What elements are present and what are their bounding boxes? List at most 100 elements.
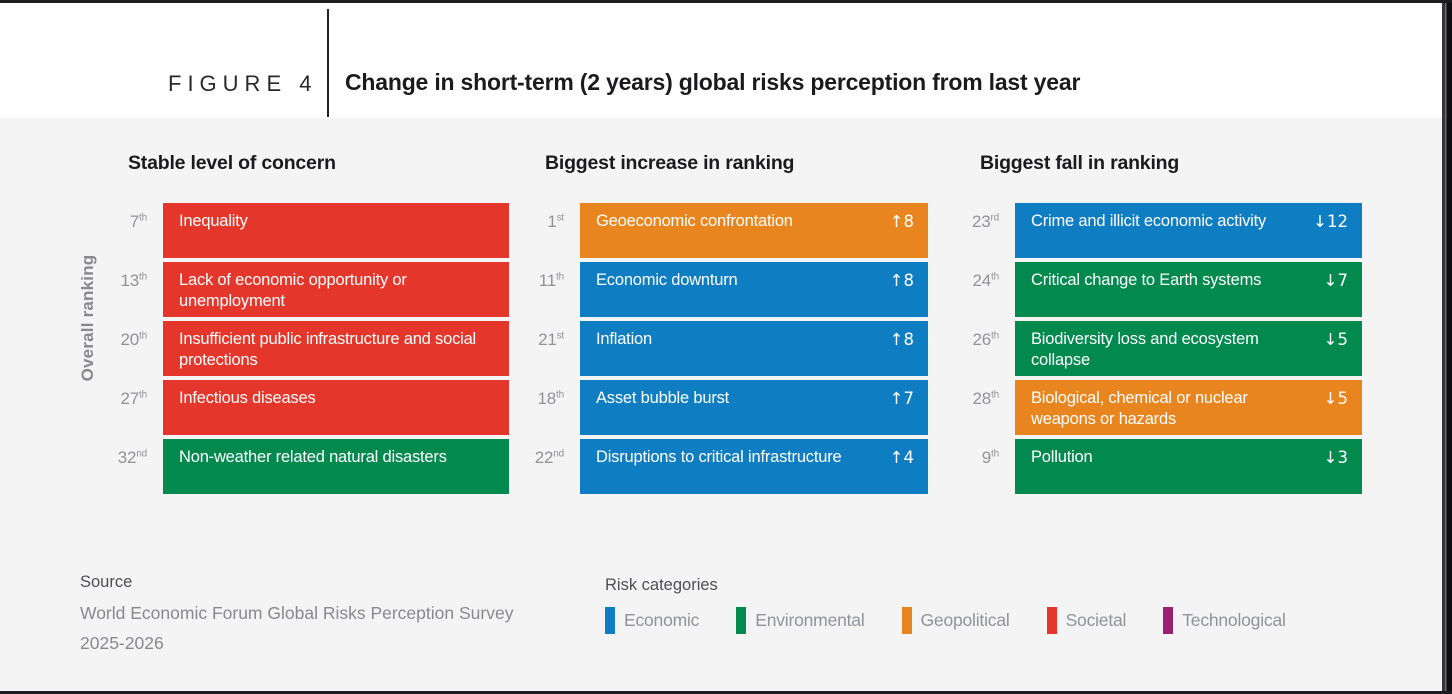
risk-bar: Critical change to Earth systems ↓7 (1015, 262, 1362, 317)
rank-change-up: ↑8 (889, 271, 914, 290)
technological-color-swatch (1163, 607, 1174, 634)
risk-name: Inequality (179, 212, 248, 230)
risk-name: Biodiversity loss and ecosystem collapse (1031, 330, 1259, 369)
legend-item-economic: Economic (605, 607, 699, 634)
risk-row: 9th Pollution ↓3 (932, 439, 1362, 494)
risk-bar: Economic downturn ↑8 (580, 262, 928, 317)
risk-row: 20th Insufficient public infrastructure … (80, 321, 509, 376)
risk-bar: Non-weather related natural disasters (163, 439, 509, 494)
risk-bar: Lack of economic opportunity or unemploy… (163, 262, 509, 317)
panel-biggest-fall: Biggest fall in ranking 23rd Crime and i… (932, 152, 1362, 498)
bottom-border-line (0, 691, 1452, 694)
rank-label: 11th (538, 271, 564, 290)
right-border-line (1442, 0, 1452, 694)
legend-item-environmental: Environmental (736, 607, 865, 634)
risk-row: 26th Biodiversity loss and ecosystem col… (932, 321, 1362, 376)
risk-row: 23rd Crime and illicit economic activity… (932, 203, 1362, 258)
rank-change-down: ↓5 (1323, 330, 1348, 349)
risk-bar: Inflation ↑8 (580, 321, 928, 376)
risk-name: Non-weather related natural disasters (179, 448, 447, 466)
risk-name: Geoeconomic confrontation (596, 212, 793, 230)
rank-change-up: ↑8 (889, 330, 914, 349)
risk-bar: Pollution ↓3 (1015, 439, 1362, 494)
risk-bar: Infectious diseases (163, 380, 509, 435)
figure-title: Change in short-term (2 years) global ri… (345, 69, 1081, 95)
risk-row: 32nd Non-weather related natural disaste… (80, 439, 509, 494)
rank-change-up: ↑4 (889, 448, 914, 467)
risk-name: Infectious diseases (179, 389, 316, 407)
rank-change-down: ↓7 (1323, 271, 1348, 290)
rank-change-down: ↓3 (1323, 448, 1348, 467)
risk-name: Pollution (1031, 448, 1093, 466)
societal-color-swatch (1046, 607, 1057, 634)
risk-name: Disruptions to critical infrastructure (596, 448, 842, 466)
risk-name: Economic downturn (596, 271, 738, 289)
legend-heading: Risk categories (605, 576, 718, 594)
risk-name: Crime and illicit economic activity (1031, 212, 1267, 230)
top-border-line (0, 0, 1452, 3)
risk-row: 7th Inequality (80, 203, 509, 258)
rank-label: 22nd (534, 448, 564, 467)
legend-items: Economic Environmental Geopolitical Soci… (605, 607, 1323, 634)
panel-stable-level-of-concern: Stable level of concern 7th Inequality 1… (80, 152, 509, 498)
rank-change-down: ↓5 (1323, 389, 1348, 408)
panel-rows: 23rd Crime and illicit economic activity… (932, 203, 1362, 494)
rank-label: 24th (972, 271, 1000, 290)
risk-bar: Geoeconomic confrontation ↑8 (580, 203, 928, 258)
risk-name: Critical change to Earth systems (1031, 271, 1262, 289)
rank-label: 9th (981, 448, 999, 467)
risk-bar: Crime and illicit economic activity ↓12 (1015, 203, 1362, 258)
panel-rows: 1st Geoeconomic confrontation ↑8 11th Eco… (497, 203, 928, 494)
rank-label: 13th (120, 271, 148, 290)
risk-categories-legend: Risk categories Economic Environmental G… (605, 576, 1323, 634)
risk-row: 24th Critical change to Earth systems ↓7 (932, 262, 1362, 317)
source-line-2: 2025-2026 (80, 633, 164, 653)
risk-bar: Insufficient public infrastructure and s… (163, 321, 509, 376)
risk-row: 21st Inflation ↑8 (497, 321, 928, 376)
source-block: Source World Economic Forum Global Risks… (80, 573, 513, 663)
panel-rows: 7th Inequality 13th Lack of economic opp… (80, 203, 509, 494)
risk-row: 22nd Disruptions to critical infrastruct… (497, 439, 928, 494)
risk-bar: Biological, chemical or nuclear weapons … (1015, 380, 1362, 435)
risk-row: 28th Biological, chemical or nuclear wea… (932, 380, 1362, 435)
risk-name: Lack of economic opportunity or unemploy… (179, 271, 407, 310)
panel-biggest-increase: Biggest increase in ranking 1st Geoecono… (497, 152, 928, 498)
risk-row: 13th Lack of economic opportunity or une… (80, 262, 509, 317)
risk-row: 1st Geoeconomic confrontation ↑8 (497, 203, 928, 258)
risk-name: Insufficient public infrastructure and s… (179, 330, 477, 369)
risk-name: Biological, chemical or nuclear weapons … (1031, 389, 1248, 428)
rank-change-down: ↓12 (1313, 212, 1348, 231)
economic-color-swatch (605, 607, 615, 634)
rank-change-up: ↑7 (889, 389, 914, 408)
risk-bar: Inequality (163, 203, 509, 258)
legend-item-technological: Technological (1163, 607, 1286, 634)
rank-label: 21st (538, 330, 564, 349)
risk-row: 27th Infectious diseases (80, 380, 509, 435)
rank-label: 1st (547, 212, 564, 231)
panel-title: Stable level of concern (128, 152, 336, 174)
figure-number-label: FIGURE 4 (168, 71, 318, 96)
rank-label: 26th (972, 330, 1000, 349)
panel-title: Biggest increase in ranking (545, 152, 795, 174)
rank-label: 7th (129, 212, 147, 231)
source-line-1: World Economic Forum Global Risks Percep… (80, 603, 514, 623)
risk-name: Inflation (596, 330, 652, 348)
risk-row: 18th Asset bubble burst ↑7 (497, 380, 928, 435)
rank-change-up: ↑8 (889, 212, 914, 231)
risk-name: Asset bubble burst (596, 389, 730, 407)
legend-item-geopolitical: Geopolitical (901, 607, 1010, 634)
figure-header (0, 3, 1442, 118)
risk-bar: Biodiversity loss and ecosystem collapse… (1015, 321, 1362, 376)
risk-bar: Asset bubble burst ↑7 (580, 380, 928, 435)
header-divider (327, 9, 329, 117)
rank-label: 18th (537, 389, 565, 408)
rank-label: 27th (120, 389, 148, 408)
rank-label: 32nd (117, 448, 147, 467)
legend-item-societal: Societal (1046, 607, 1126, 634)
rank-label: 23rd (971, 212, 999, 231)
geopolitical-color-swatch (901, 607, 912, 634)
environmental-color-swatch (736, 607, 747, 634)
rank-label: 20th (120, 330, 148, 349)
source-heading: Source (80, 573, 133, 591)
